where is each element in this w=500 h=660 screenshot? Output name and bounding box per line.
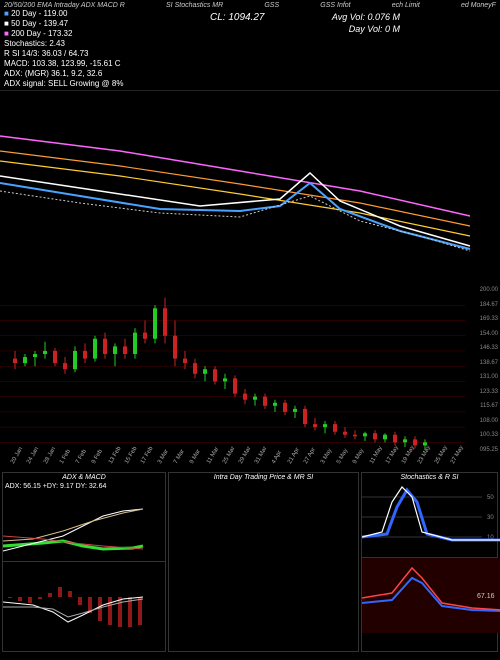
date-axis: 20 Jan24 Jan28 Jan1 Feb7 Feb9 Feb13 Feb1…	[0, 450, 500, 472]
adx-macd-panel: ADX & MACD ADX: 56.15 +DY: 9.17 DY: 32.6…	[2, 472, 166, 652]
adx-label: ADX: (MGR) 36.1, 9.2, 32.6	[4, 69, 496, 79]
svg-text:30: 30	[487, 515, 494, 521]
day-vol-label: Day Vol: 0 M	[349, 24, 400, 34]
bottom-panels: ADX & MACD ADX: 56.15 +DY: 9.17 DY: 32.6…	[0, 472, 500, 652]
hdr-lbl: ed MoneyF	[461, 2, 496, 9]
svg-text:50: 50	[487, 495, 494, 501]
hdr-lbl: ech Limit	[392, 2, 420, 9]
hdr-lbl: GSS Infot	[320, 2, 350, 9]
hdr-lbl: SI Stochastics MR	[166, 2, 223, 9]
hdr-lbl: 20/50/200 EMA Intraday ADX MACD R	[4, 2, 125, 9]
panel-title: Intra Day Trading Price & MR SI	[169, 473, 358, 482]
svg-text:67.16: 67.16	[477, 593, 495, 600]
hdr-lbl: GSS	[264, 2, 279, 9]
candlestick-chart: 200.00184.67169.33154.00146.33138.67131.…	[0, 290, 500, 450]
adx-readout: ADX: 56.15 +DY: 9.17 DY: 32.64	[3, 482, 165, 491]
avg-vol-label: Avg Vol: 0.076 M	[332, 12, 400, 22]
macd-label: MACD: 103.38, 123.99, -15.61 C	[4, 59, 496, 69]
ema-line-chart	[0, 90, 500, 290]
adx-signal-label: ADX signal: SELL Growing @ 8%	[4, 79, 496, 89]
panel-title: Stochastics & R SI	[362, 473, 497, 482]
header-area: 20/50/200 EMA Intraday ADX MACD R SI Sto…	[0, 0, 500, 90]
panel-title: ADX & MACD	[3, 473, 165, 482]
close-price-label: CL: 1094.27	[210, 12, 265, 23]
intraday-panel: Intra Day Trading Price & MR SI	[168, 472, 359, 652]
top-labels-row: 20/50/200 EMA Intraday ADX MACD R SI Sto…	[4, 2, 496, 9]
ema200-line: ■ 200 Day - 173.32	[4, 29, 496, 39]
rsi-label: R SI 14/3: 36.03 / 64.73	[4, 49, 496, 59]
stochastics-panel: Stochastics & R SI 103050 67.16	[361, 472, 498, 652]
stochastics-label: Stochastics: 2.43	[4, 39, 496, 49]
